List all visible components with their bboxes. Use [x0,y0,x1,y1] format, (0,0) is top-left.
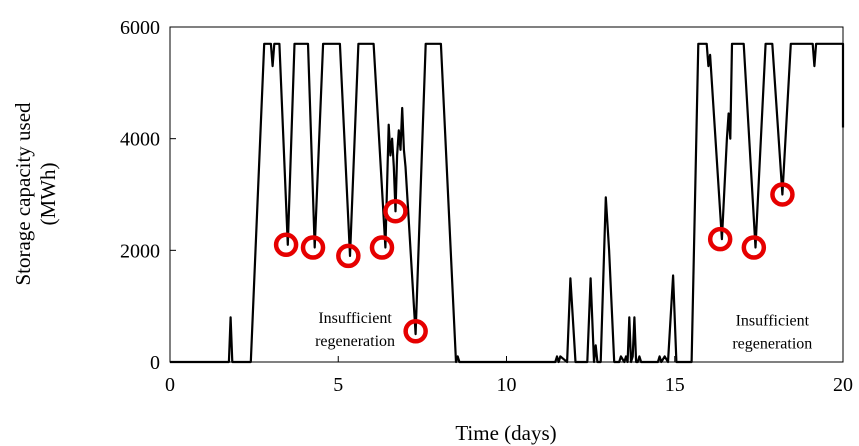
circled-point-7 [741,235,767,260]
y-tick-label-3: 6000 [120,17,160,39]
annotation-0-line-1: regeneration [315,333,395,350]
annotations-group: Insufficient regeneration Insufficient rege… [315,310,812,353]
storage-line-series-0 [170,42,845,364]
circled-point-6 [707,226,733,252]
y-axis-label-line-2: (MWh) [36,163,60,226]
circled-point-1 [300,235,326,260]
x-axis-ticks: 0 5 10 15 20 [165,356,853,396]
annotation-0-line-0: Insufficient [318,310,392,327]
circled-point-8 [770,182,795,207]
circled-point-5 [403,319,428,344]
circled-point-2 [336,243,361,269]
x-axis-label: Time (days) [455,421,556,445]
series-group [170,42,845,364]
x-tick-label-0: 0 [165,374,175,396]
circled-point-3 [369,235,395,260]
circled-points-group [273,182,795,344]
x-tick-label-2: 10 [497,374,517,396]
annotation-1-line-1: regeneration [732,336,812,353]
x-tick-label-3: 15 [665,374,685,396]
y-axis-ticks: 0 2000 4000 6000 [120,17,176,374]
x-tick-label-4: 20 [833,374,853,396]
circled-point-4 [383,199,408,224]
y-tick-label-0: 0 [150,352,160,374]
y-axis-label-line-1: Storage capacity used [11,102,35,286]
x-tick-label-1: 5 [333,374,343,396]
y-tick-label-2: 4000 [120,129,160,151]
circled-point-0 [273,232,299,257]
y-tick-label-1: 2000 [120,240,160,262]
annotation-1-line-0: Insufficient [736,313,810,330]
